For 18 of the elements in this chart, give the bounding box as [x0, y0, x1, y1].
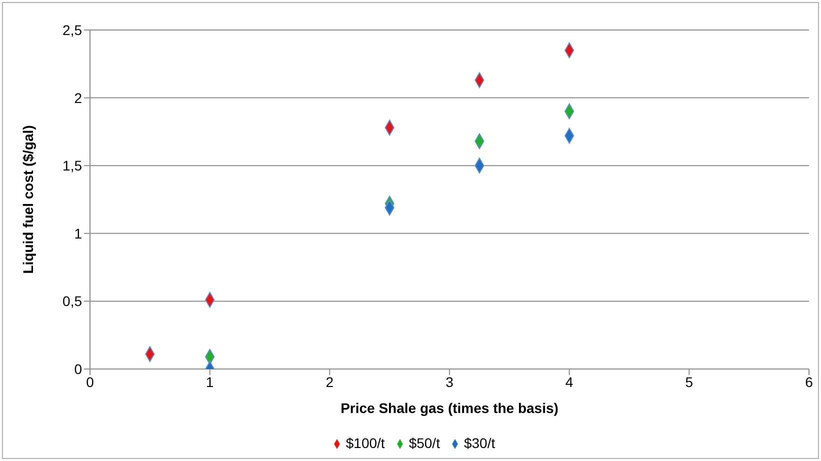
x-tick-label: 1 [206, 374, 214, 390]
x-axis-title: Price Shale gas (times the basis) [340, 400, 558, 416]
x-tick-label: 4 [565, 374, 574, 390]
y-tick-label: 0 [74, 360, 82, 377]
y-tick-label: 1 [74, 225, 82, 242]
y-tick-label: 2,5 [62, 22, 82, 38]
x-tick-label: 5 [685, 374, 694, 390]
x-tick-label: 3 [446, 374, 454, 390]
y-tick-label: 1,5 [62, 158, 82, 174]
x-tick-label: 0 [86, 374, 94, 390]
x-tick-label: 6 [805, 374, 814, 390]
x-tick-label: 2 [326, 374, 334, 390]
y-axis-title: Liquid fuel cost ($/gal) [20, 125, 36, 274]
y-tick-label: 0,5 [62, 293, 82, 310]
legend-label: $50/t [408, 435, 440, 451]
legend-label: $100/t [346, 435, 385, 451]
legend-label: $30/t [464, 435, 496, 451]
y-tick-label: 2 [74, 90, 82, 106]
